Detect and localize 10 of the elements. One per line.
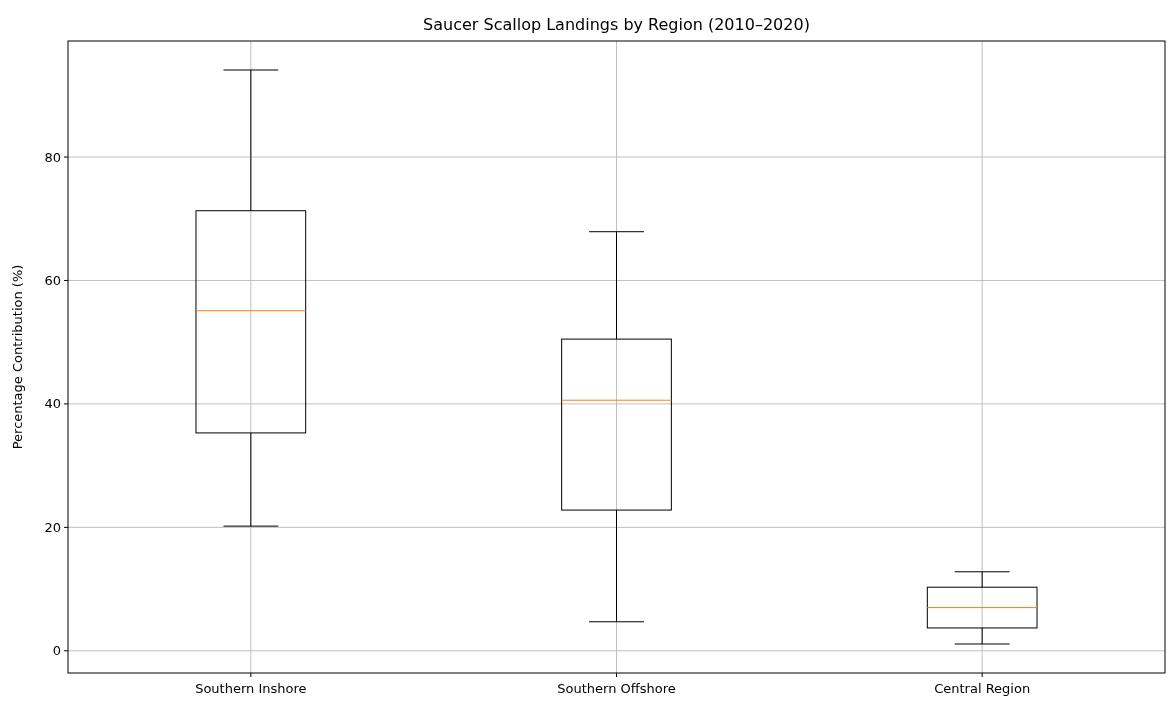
y-tick-label: 0 bbox=[52, 643, 61, 659]
x-tick-label: Southern Inshore bbox=[195, 681, 307, 696]
chart-title: Saucer Scallop Landings by Region (2010–2020) bbox=[423, 15, 810, 34]
y-tick-label: 60 bbox=[44, 273, 61, 289]
x-tick-label: Southern Offshore bbox=[557, 681, 676, 696]
y-tick-label: 40 bbox=[44, 396, 61, 412]
y-axis-title: Percentage Contribution (%) bbox=[10, 264, 25, 450]
x-tick-label: Central Region bbox=[934, 681, 1031, 696]
y-tick-label: 20 bbox=[44, 519, 61, 535]
y-tick-label: 80 bbox=[44, 149, 61, 165]
